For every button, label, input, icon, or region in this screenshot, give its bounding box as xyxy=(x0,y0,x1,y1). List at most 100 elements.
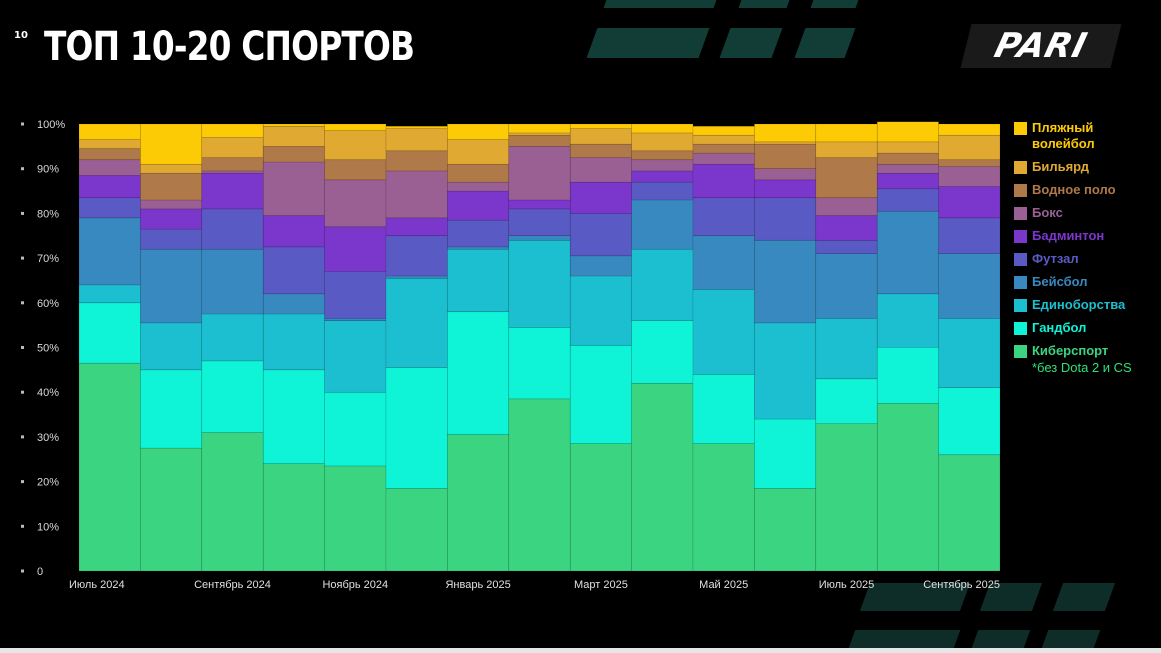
bar-segment xyxy=(938,318,1001,389)
bar-segment xyxy=(324,271,387,319)
bar-segment xyxy=(876,347,939,404)
legend-swatch xyxy=(1014,299,1027,312)
y-tick-label: 20% xyxy=(37,477,59,489)
bar-segment xyxy=(140,322,203,371)
bar-segment xyxy=(631,320,694,384)
bar-segment xyxy=(324,226,387,272)
bar-segment xyxy=(78,284,141,304)
bar-segment xyxy=(447,123,510,140)
bar-segment xyxy=(201,248,264,315)
bar-segment xyxy=(692,374,755,444)
bar-segment xyxy=(324,179,387,228)
bar-segment xyxy=(754,168,817,181)
y-tick-bullet xyxy=(21,346,24,349)
legend-label: Бейсбол xyxy=(1032,274,1088,289)
bar-segment xyxy=(631,123,694,134)
bar-segment xyxy=(508,235,571,241)
y-tick-label: 90% xyxy=(37,164,59,176)
bar-segment xyxy=(569,157,632,183)
bar-segment xyxy=(631,132,694,152)
bar-segment xyxy=(78,123,141,140)
y-tick-bullet xyxy=(21,122,24,126)
bar-segment xyxy=(78,139,141,149)
bar-segment xyxy=(692,443,755,572)
bar-segment xyxy=(447,190,510,221)
bar-segment xyxy=(508,134,571,147)
bar-segment xyxy=(140,172,203,201)
legend-item: Бейсбол xyxy=(1014,274,1154,290)
legend-label: Киберспорт xyxy=(1032,343,1109,358)
legend-label: Водное поло xyxy=(1032,182,1116,197)
bar-segment xyxy=(385,150,448,172)
bar-segment xyxy=(262,463,325,572)
bar-segment xyxy=(692,143,755,154)
bar-segment xyxy=(78,302,141,364)
bar-segment xyxy=(78,148,141,161)
bar-segment xyxy=(754,143,817,170)
y-tick-label: 10% xyxy=(37,521,59,533)
bar-segment xyxy=(324,159,387,181)
bar-segment xyxy=(385,217,448,237)
x-tick-label: Май 2025 xyxy=(699,579,748,591)
bar-segment xyxy=(569,123,632,129)
bar-segment xyxy=(140,199,203,210)
bar-segment xyxy=(876,210,939,295)
y-tick-label: 0 xyxy=(37,566,43,578)
bar-segment xyxy=(385,235,448,277)
bar-segment xyxy=(447,311,510,435)
bar-segment xyxy=(201,137,264,158)
bar-segment xyxy=(754,179,817,199)
bar-segment xyxy=(508,208,571,237)
legend-label: Пляжный волейбол xyxy=(1032,120,1095,151)
legend-swatch xyxy=(1014,207,1027,220)
bar-segment xyxy=(815,141,878,158)
bar-segment xyxy=(140,208,203,230)
legend-label: Бадминтон xyxy=(1032,228,1105,243)
bar-segment xyxy=(262,161,325,216)
bar-segment xyxy=(631,159,694,172)
legend-swatch xyxy=(1014,184,1027,197)
legend-swatch xyxy=(1014,230,1027,243)
bar-segment xyxy=(692,289,755,375)
bar-segment xyxy=(385,277,448,368)
bar-segment xyxy=(262,146,325,163)
y-tick-bullet xyxy=(21,167,24,171)
bar-segment xyxy=(569,344,632,444)
bar-segment xyxy=(815,215,878,241)
y-tick-label: 30% xyxy=(37,432,59,444)
y-tick-bullet xyxy=(21,390,24,394)
bottom-strip xyxy=(0,648,1161,653)
bar-segment xyxy=(754,488,817,572)
legend-label: Бильярд xyxy=(1032,159,1090,174)
bar-segment xyxy=(569,255,632,277)
bar-segment xyxy=(262,369,325,465)
bar-segment xyxy=(938,253,1001,319)
bar-segment xyxy=(201,123,264,138)
bar-segment xyxy=(631,181,694,201)
bar-segment xyxy=(815,423,878,572)
bar-segment xyxy=(631,199,694,250)
bar-segment xyxy=(447,219,510,248)
legend-item: Бадминтон xyxy=(1014,228,1154,244)
legend-swatch xyxy=(1014,253,1027,266)
x-tick-label: Июль 2024 xyxy=(69,579,125,591)
y-tick-label: 40% xyxy=(37,387,59,399)
x-tick-label: Ноябрь 2024 xyxy=(322,579,388,591)
y-tick-label: 50% xyxy=(37,343,59,355)
bar-segment xyxy=(876,141,939,154)
bar-segment xyxy=(201,157,264,172)
bar-segment xyxy=(815,157,878,199)
bar-segment xyxy=(140,447,203,572)
bar-segment xyxy=(938,134,1001,161)
bar-segment xyxy=(754,123,817,143)
bar-segment xyxy=(262,123,325,127)
legend-item: Гандбол xyxy=(1014,320,1154,336)
bar-segment xyxy=(569,143,632,158)
bar-segment xyxy=(631,382,694,572)
bar-segment xyxy=(815,239,878,254)
bar-segment xyxy=(569,443,632,572)
bar-segment xyxy=(876,121,939,143)
bar-segment xyxy=(692,125,755,136)
bar-segment xyxy=(324,320,387,393)
bar-segment xyxy=(140,123,203,165)
